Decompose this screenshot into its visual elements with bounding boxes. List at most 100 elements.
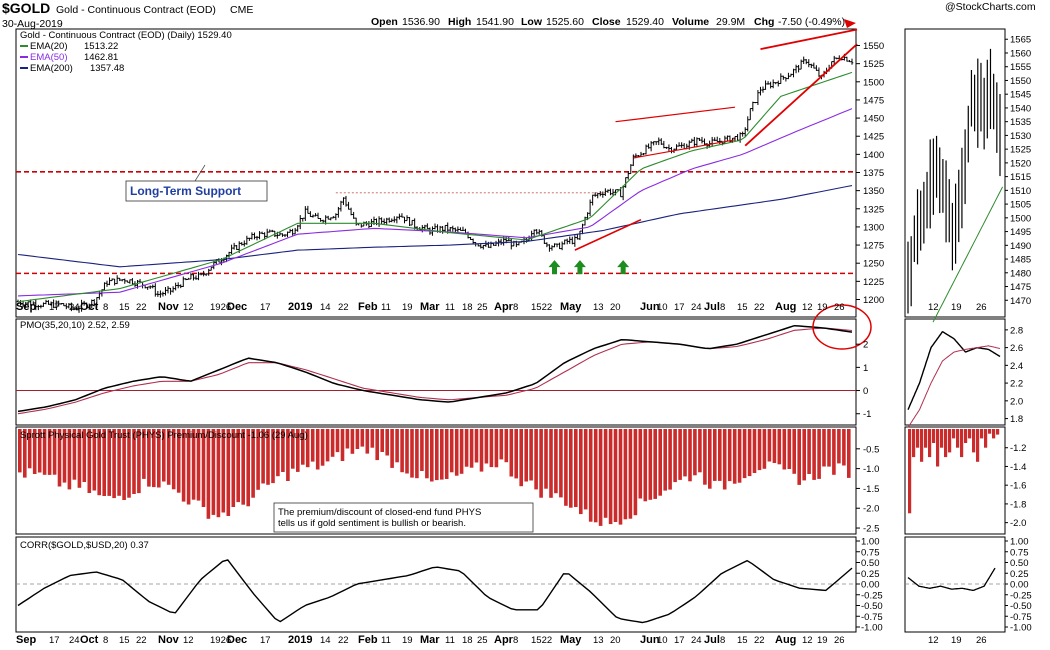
phys-bar xyxy=(147,429,151,487)
mini-x-label-mid: 19 xyxy=(951,302,962,313)
price-bar xyxy=(339,200,343,212)
phys-bar xyxy=(757,429,762,471)
phys-bar xyxy=(732,429,737,484)
price-bar xyxy=(166,286,170,294)
price-bar xyxy=(319,217,322,222)
phys-bar xyxy=(534,429,538,490)
price-bar xyxy=(148,285,152,289)
high-label: High xyxy=(448,16,471,28)
price-bar xyxy=(146,286,149,290)
phys-bar xyxy=(444,429,449,479)
axis-layer: 1200 1225 1250 1275 1300 1325 1350 1375 1400 1425… xyxy=(856,35,1032,634)
x-axis-label: Mar xyxy=(420,634,440,646)
phys-bar xyxy=(832,429,836,475)
x-axis-label-mid: 22 xyxy=(136,302,147,313)
price-bar xyxy=(794,64,798,74)
price-bar xyxy=(832,55,836,65)
price-bar xyxy=(451,225,455,232)
mini-pmo-label: 2.2 xyxy=(1010,379,1023,390)
rising-wedge-upper xyxy=(760,28,858,51)
phys-bar xyxy=(539,429,543,498)
price-bar xyxy=(265,228,269,239)
price-axis-label: 1550 xyxy=(863,41,884,52)
phys-bar xyxy=(708,429,712,489)
phys-bar xyxy=(827,429,831,467)
phys-bar xyxy=(330,429,335,457)
price-bar xyxy=(543,235,546,244)
mini-x-label: 26 xyxy=(976,635,987,646)
phys-note-box: The premium/discount of closed-end fund … xyxy=(273,502,534,533)
phys-bar xyxy=(196,429,201,501)
price-bar xyxy=(469,236,472,241)
phys-bar xyxy=(286,429,290,481)
phys-bar xyxy=(787,429,792,469)
phys-bar xyxy=(340,429,345,461)
price-bar xyxy=(807,59,811,68)
phys-bar xyxy=(137,429,141,494)
mini-price-label: 1495 xyxy=(1010,227,1031,238)
trend-channel-upper xyxy=(615,106,736,123)
x-axis-label: Jun xyxy=(640,634,660,646)
price-bar xyxy=(207,268,211,276)
x-axis-label: 19 xyxy=(402,635,413,646)
phys-bar xyxy=(47,429,52,475)
phys-bar xyxy=(320,429,325,466)
phys-bar xyxy=(360,429,365,447)
x-axis-label-mid: Oct xyxy=(80,301,99,313)
open-label: Open xyxy=(371,16,398,28)
corr-axis-label: -0.25 xyxy=(861,590,883,601)
x-axis-label-mid: 24 xyxy=(69,302,80,313)
mini-phys-bar xyxy=(968,429,972,439)
mini-phys-label: -1.8 xyxy=(1010,499,1026,510)
price-bar xyxy=(151,284,155,289)
price-bar xyxy=(115,275,119,285)
price-bar xyxy=(44,299,48,305)
price-bar xyxy=(390,218,394,223)
price-bar xyxy=(380,217,383,225)
phys-bar xyxy=(588,429,593,522)
x-axis-label-mid: 22 xyxy=(754,302,765,313)
price-bar xyxy=(746,116,750,132)
price-bar xyxy=(331,216,335,219)
x-axis-label: Feb xyxy=(358,634,378,646)
price-bar xyxy=(802,56,805,64)
price-bar xyxy=(769,81,772,89)
mini-phys-bar xyxy=(988,429,992,434)
price-bar xyxy=(42,302,45,307)
phys-bar xyxy=(92,429,97,491)
price-bar xyxy=(253,232,256,240)
mini-price-label: 1535 xyxy=(1010,117,1031,128)
mini-phys-bar xyxy=(928,429,932,458)
x-axis-label-mid: 11 xyxy=(445,302,455,313)
price-bar xyxy=(26,301,30,305)
price-bar xyxy=(766,81,770,85)
x-axis-label: 8 xyxy=(103,635,108,646)
phys-bar xyxy=(132,429,136,494)
price-bar xyxy=(128,279,132,284)
phys-bar xyxy=(400,429,404,473)
x-axis-label-mid: May xyxy=(560,301,582,313)
x-axis-label-mid: Dec xyxy=(227,301,247,313)
mini-phys-label: -2.0 xyxy=(1010,518,1026,529)
x-axis-label-mid: Feb xyxy=(358,301,378,313)
x-axis-label-mid: 11 xyxy=(381,302,391,313)
phys-bar xyxy=(504,429,509,463)
phys-bar xyxy=(425,429,429,479)
mini-phys-bar xyxy=(980,429,984,439)
phys-bar xyxy=(618,429,623,525)
mini-pmo-label: 1.8 xyxy=(1010,414,1023,425)
price-bar xyxy=(304,206,307,221)
phys-bar xyxy=(276,429,280,477)
price-bar xyxy=(789,73,793,77)
price-bar xyxy=(748,108,752,121)
price-bar xyxy=(784,77,788,82)
price-bar xyxy=(649,141,653,152)
phys-bar xyxy=(742,429,747,479)
pmo-panel-frame xyxy=(15,318,857,426)
mini-price-frame xyxy=(904,28,1006,318)
phys-bar xyxy=(415,429,419,479)
phys-bar xyxy=(469,429,474,468)
price-bar xyxy=(90,299,94,309)
instrument-name: Gold - Continuous Contract (EOD) xyxy=(56,4,216,16)
phys-bar xyxy=(663,429,667,491)
